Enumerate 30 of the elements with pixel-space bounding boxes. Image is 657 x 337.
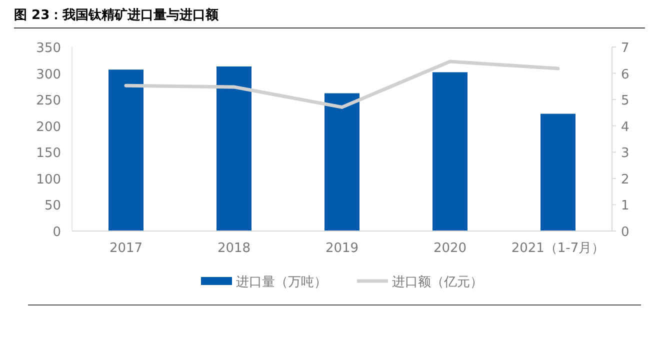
x-tick-label: 2019: [325, 241, 359, 256]
x-tick-label: 2017: [109, 241, 143, 256]
bar: [432, 72, 468, 231]
y-tick-label: 250: [36, 94, 61, 109]
y2-tick-label: 1: [621, 198, 630, 214]
legend-label: 进口额（亿元）: [392, 275, 483, 290]
y2-tick-label: 2: [621, 172, 630, 188]
x-tick-label: 2021（1-7月）: [511, 241, 605, 256]
bar: [108, 70, 144, 231]
x-tick-label: 2018: [217, 241, 251, 256]
y-tick-label: 300: [36, 67, 61, 82]
y-tick-label: 150: [36, 146, 61, 162]
y2-tick-label: 3: [621, 146, 630, 162]
bar: [540, 114, 576, 231]
line-series: [124, 60, 560, 109]
bar: [216, 66, 252, 231]
x-tick-label: 2020: [433, 241, 467, 256]
y-tick-label: 0: [52, 225, 61, 240]
y-tick-label: 100: [36, 172, 61, 188]
chart-title: 图 23：我国钛精矿进口量与进口额: [14, 7, 220, 23]
y2-tick-label: 5: [621, 94, 630, 109]
bar: [324, 93, 360, 231]
y2-tick-label: 0: [621, 225, 630, 240]
y2-tick-label: 4: [621, 120, 630, 135]
y-tick-label: 50: [44, 198, 61, 214]
y2-tick-label: 7: [621, 41, 630, 56]
y2-tick-label: 6: [621, 67, 630, 82]
legend-label: 进口量（万吨）: [236, 275, 327, 290]
y-tick-label: 350: [36, 41, 61, 56]
y-tick-label: 200: [36, 120, 61, 135]
